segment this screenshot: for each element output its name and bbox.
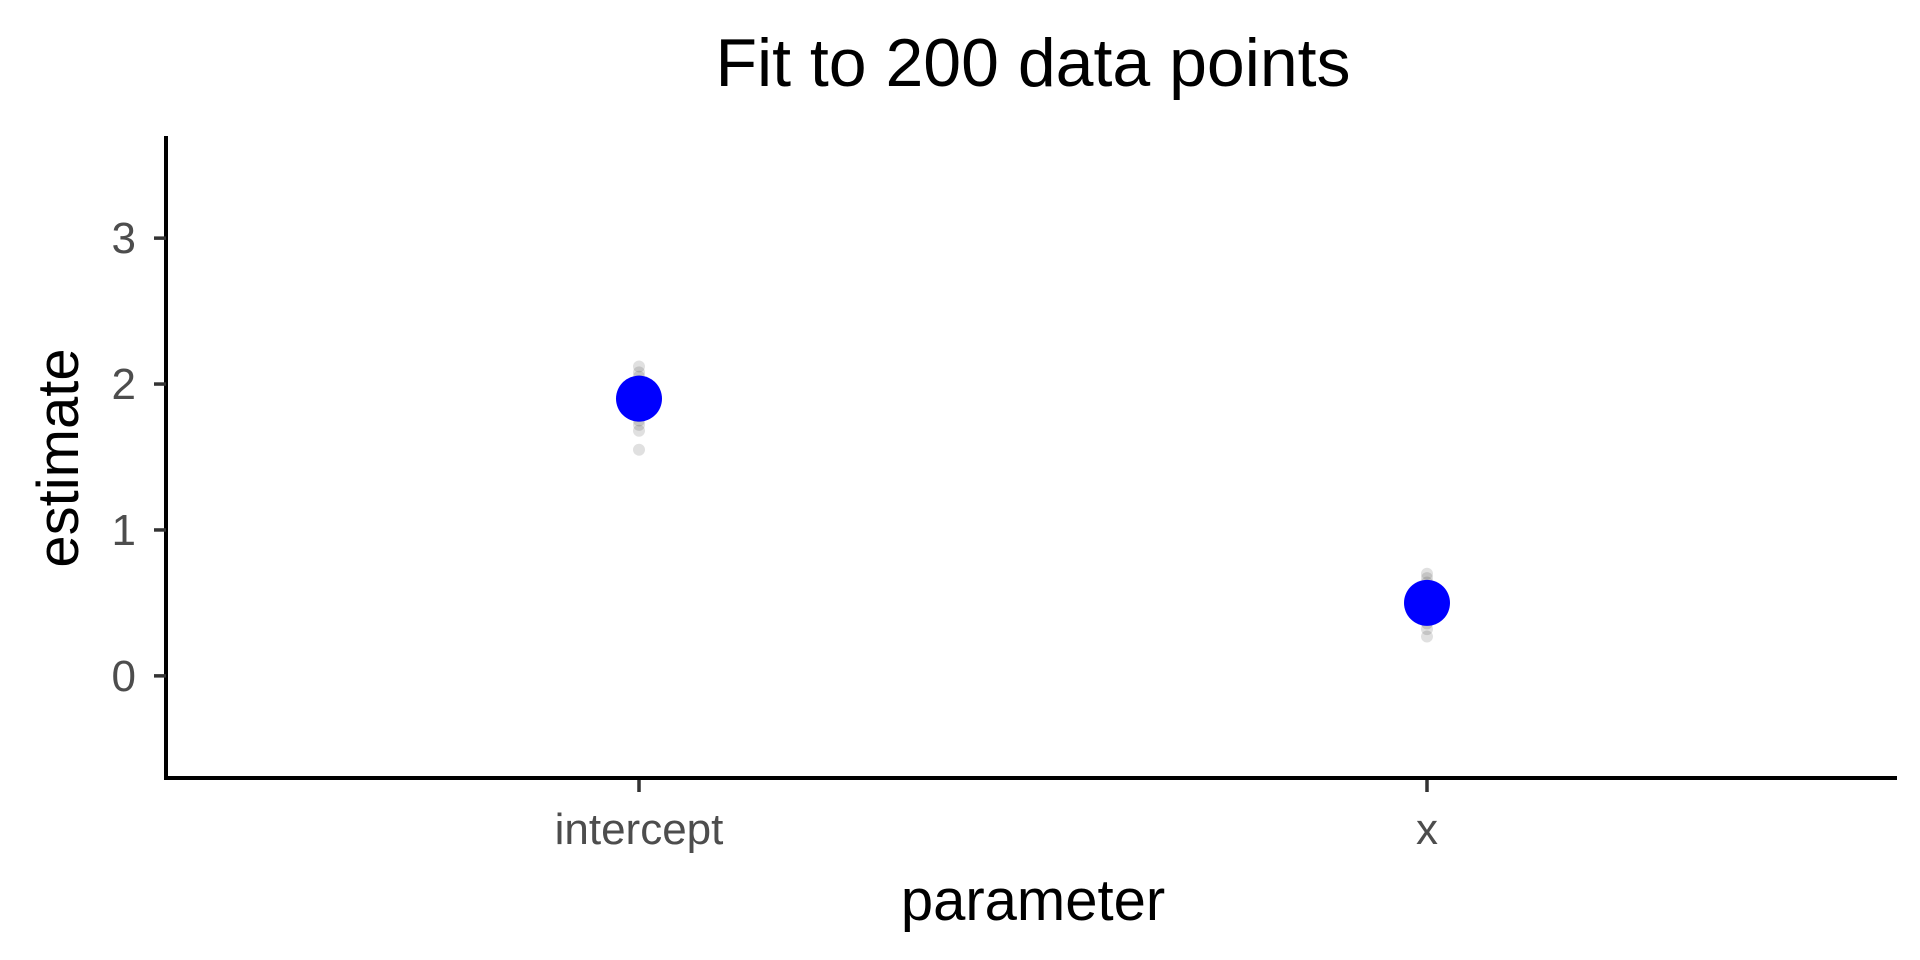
y-axis-label: estimate — [26, 348, 91, 567]
y-axis-ticks: 0 1 2 3 — [112, 214, 166, 701]
x-axis-ticks: intercept x — [555, 780, 1438, 854]
x-tick-label-x: x — [1416, 805, 1438, 854]
mean-point-intercept — [616, 375, 662, 422]
y-tick-label: 0 — [112, 652, 136, 701]
y-tick-label: 1 — [112, 506, 136, 555]
mean-point-x — [1404, 579, 1450, 626]
replicate-point-x — [1421, 623, 1433, 636]
replicate-point-x — [1421, 567, 1433, 580]
replicate-point-intercept — [633, 418, 645, 431]
y-tick-label: 2 — [112, 360, 136, 409]
replicate-point-intercept — [633, 424, 645, 437]
x-tick-label-intercept: intercept — [555, 805, 724, 854]
replicate-point-intercept — [633, 366, 645, 379]
x-axis-label: parameter — [901, 868, 1165, 933]
replicate-point-x — [1421, 630, 1433, 643]
chart-title: Fit to 200 data points — [715, 25, 1350, 101]
plot-area — [616, 360, 1450, 643]
y-tick-label: 3 — [112, 214, 136, 263]
replicate-point-intercept — [633, 360, 645, 373]
replicate-point-intercept — [633, 443, 645, 456]
